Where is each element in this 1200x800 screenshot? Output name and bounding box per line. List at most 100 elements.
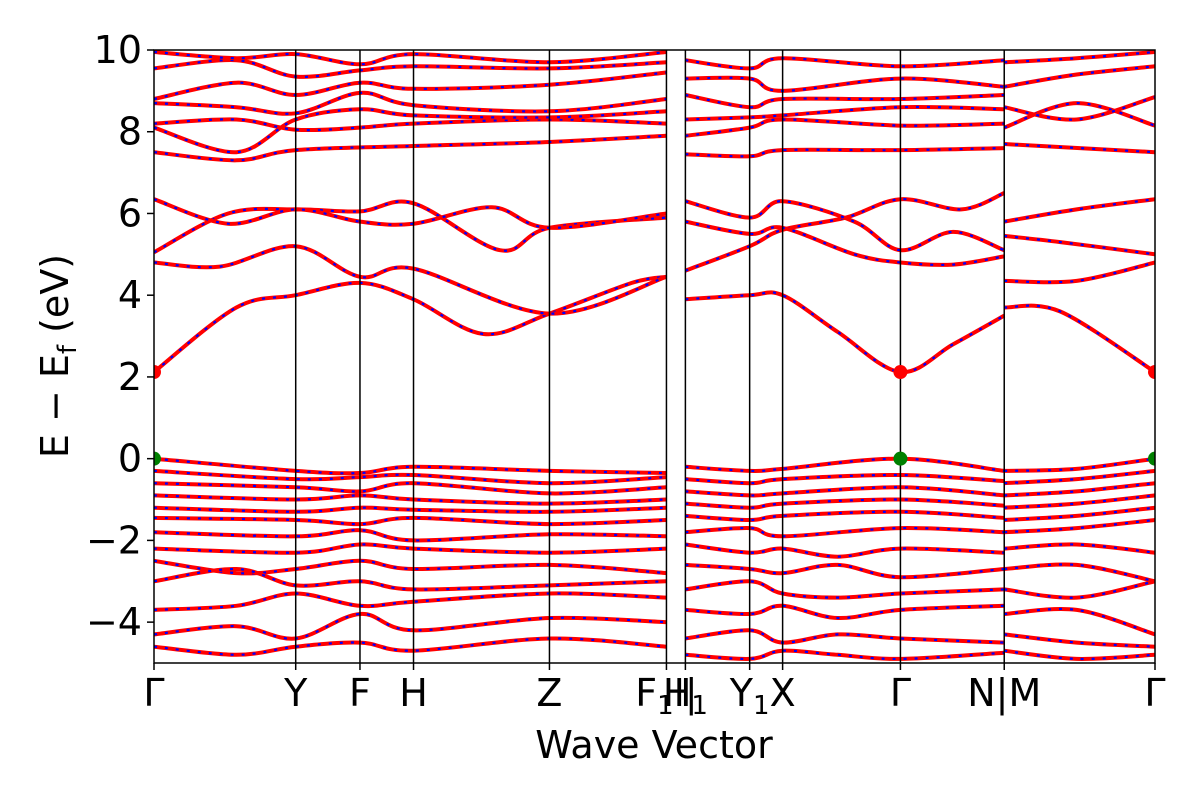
x-axis-title: Wave Vector — [535, 723, 773, 767]
plot-frame — [153, 49, 1156, 664]
band-line-0 — [154, 274, 667, 374]
band-line-dotted-30 — [154, 457, 667, 475]
band-line-dotted-8 — [1004, 304, 1155, 373]
x-tick-label-main: F — [349, 671, 371, 715]
y-axis-title: E − Ef (eV) — [33, 254, 83, 458]
y-axis-title-main: E − E — [33, 354, 77, 458]
band-line-34 — [154, 505, 667, 514]
band-line-dotted-66 — [1004, 649, 1155, 661]
band-line-dotted-65 — [1004, 633, 1155, 648]
x-tick-label-main: F — [635, 671, 657, 715]
band-line-52 — [685, 603, 1005, 621]
band-line-dotted-61 — [1004, 543, 1155, 554]
band-line-44 — [685, 472, 1005, 486]
x-tick-label-sub: 1 — [657, 691, 674, 721]
band-line-dotted-25 — [1004, 142, 1155, 154]
band-line-12 — [154, 133, 667, 163]
band-line-dotted-50 — [685, 563, 1005, 579]
extremum-marker-2 — [1148, 365, 1155, 380]
band-line-dotted-28 — [1004, 65, 1155, 88]
band-line-dotted-11 — [1004, 198, 1155, 223]
band-line-dotted-62 — [1004, 563, 1155, 583]
x-tick-label-main: X — [770, 671, 796, 715]
x-ticks: Γ Y F H Z F1I|H1 Y1 X Γ N|M Γ — [143, 663, 1166, 721]
x-tick-label-main: Γ — [1144, 671, 1165, 715]
x-tick-label-9: Γ — [890, 671, 911, 715]
band-line-dotted-49 — [685, 543, 1005, 558]
band-line-36 — [154, 528, 667, 543]
band-line-dotted-57 — [1004, 482, 1155, 497]
band-line-4 — [685, 290, 1006, 375]
band-line-dotted-23 — [685, 76, 1005, 93]
band-line-dotted-22 — [685, 93, 1005, 109]
x-tick-label-main: Y — [283, 671, 308, 715]
band-line-21 — [685, 104, 1005, 122]
band-line-dotted-53 — [685, 629, 1005, 644]
y-tick-label-7: 10 — [94, 28, 142, 72]
x-tick-label-sub: 1 — [691, 691, 708, 721]
band-line-dotted-34 — [154, 506, 667, 513]
extremum-marker-3 — [154, 451, 161, 466]
band-line-55 — [1004, 456, 1155, 473]
band-line-dotted-33 — [154, 494, 667, 505]
band-line-40 — [154, 591, 667, 612]
x-tick-label-4: Z — [536, 671, 562, 715]
band-line-dotted-10 — [1004, 234, 1155, 256]
band-line-dotted-29 — [1004, 50, 1155, 64]
band-line-dotted-16 — [154, 71, 667, 101]
band-line-dotted-37 — [154, 543, 667, 554]
band-line-dotted-48 — [685, 526, 1005, 538]
band-line-dotted-35 — [154, 516, 667, 526]
band-line-15 — [154, 90, 667, 116]
x-tick-label-suffix: I| — [674, 671, 698, 716]
band-line-dotted-56 — [1004, 469, 1155, 485]
band-line-37 — [154, 542, 667, 555]
x-tick-label-main: N|M — [967, 671, 1041, 716]
y-tick-label-5: 6 — [118, 191, 142, 235]
x-tick-label-11: Γ — [1144, 671, 1165, 715]
band-line-1 — [154, 244, 668, 316]
y-tick-label-0: −4 — [86, 600, 142, 644]
band-line-dotted-4 — [685, 291, 1005, 374]
band-line-dotted-31 — [154, 469, 667, 485]
band-line-18 — [154, 50, 667, 67]
extremum-marker-5 — [1148, 451, 1155, 466]
x-tick-label-5: F1I| — [635, 671, 697, 721]
x-tick-label-1: Y — [283, 671, 308, 715]
band-line-26 — [1003, 101, 1155, 130]
band-line-17 — [154, 58, 667, 79]
x-tick-label-0: Γ — [143, 671, 164, 715]
band-line-9 — [1004, 260, 1155, 285]
extrema-markers — [154, 365, 1155, 466]
band-line-33 — [154, 493, 667, 506]
band-line-dotted-0 — [154, 275, 667, 373]
band-line-6 — [685, 219, 1005, 267]
band-line-42 — [154, 636, 667, 657]
band-line-43 — [685, 456, 1005, 474]
band-line-dotted-36 — [154, 529, 667, 542]
band-line-16 — [154, 70, 667, 101]
x-tick-label-sub: 1 — [753, 691, 770, 721]
x-tick-label-main: H — [663, 671, 692, 715]
band-line-50 — [685, 562, 1005, 580]
x-tick-label-2: F — [349, 671, 371, 715]
x-tick-label-main: Y — [729, 671, 754, 715]
band-line-38 — [154, 558, 667, 576]
x-tick-label-7: Y1 — [729, 671, 770, 721]
band-line-13 — [154, 117, 667, 133]
band-line-dotted-24 — [685, 57, 1005, 70]
band-line-27 — [1003, 95, 1155, 122]
band-line-8 — [1004, 303, 1155, 374]
extremum-marker-4 — [893, 451, 908, 466]
band-line-39 — [154, 566, 667, 592]
band-line-dotted-9 — [1004, 261, 1155, 284]
band-line-dotted-63 — [1004, 580, 1155, 599]
band-line-46 — [685, 497, 1005, 510]
y-tick-label-1: −2 — [86, 518, 142, 562]
band-line-24 — [685, 56, 1005, 71]
band-line-dotted-1 — [154, 245, 667, 315]
kpoint-lines — [294, 50, 1005, 663]
y-tick-label-4: 4 — [118, 273, 142, 317]
band-line-dotted-60 — [1004, 518, 1155, 534]
